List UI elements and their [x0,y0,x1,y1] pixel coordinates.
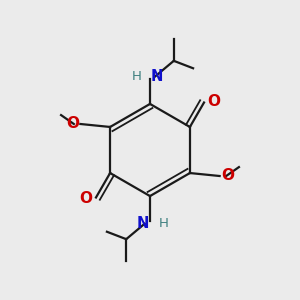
Text: O: O [80,191,92,206]
Text: H: H [158,217,168,230]
Text: N: N [151,69,163,84]
Text: O: O [66,116,79,131]
Text: H: H [132,70,142,83]
Text: N: N [137,216,149,231]
Text: O: O [221,168,234,183]
Text: O: O [208,94,220,109]
